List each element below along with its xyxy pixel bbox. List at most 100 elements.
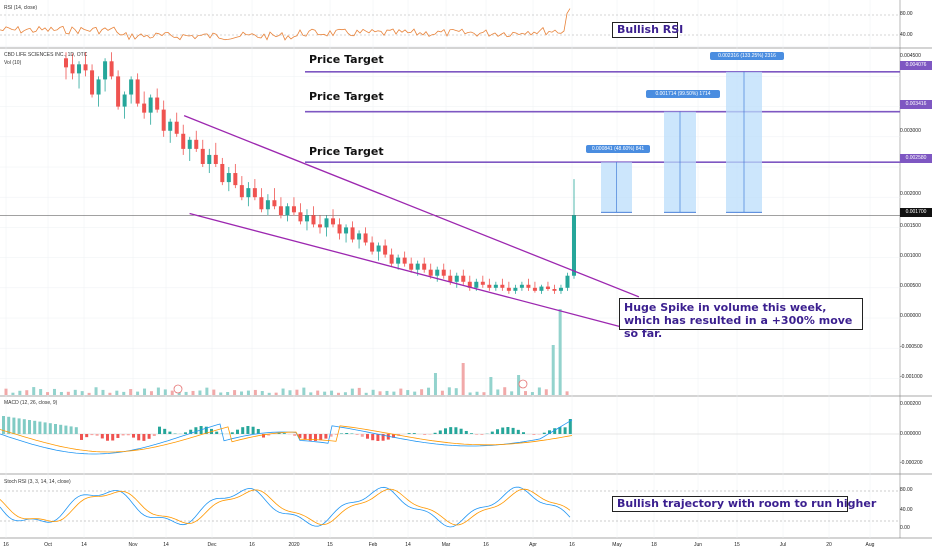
volume-bar [87, 392, 91, 395]
candle-body [513, 287, 518, 291]
macd-histogram-bar [106, 434, 109, 441]
macd-histogram-bar [54, 424, 57, 434]
x-tick: 15 [734, 542, 740, 548]
candle-body [83, 64, 88, 71]
candle-body [174, 121, 179, 134]
candle-body [441, 269, 446, 276]
volume-title: Vol (10) [4, 60, 22, 66]
volume-bar [80, 391, 84, 395]
macd-histogram-bar [74, 427, 78, 434]
macd-histogram-bar [506, 427, 510, 434]
macd-histogram-bar [121, 434, 125, 436]
volume-bar [454, 388, 458, 395]
volume-bar [433, 373, 437, 395]
volume-bar [267, 392, 271, 395]
macd-histogram-bar [444, 428, 447, 434]
macd-histogram-bar [433, 432, 437, 434]
candle-body [474, 281, 479, 288]
current-price-badge: 0.001700 [900, 208, 932, 217]
x-tick: Jul [779, 542, 787, 548]
x-tick: Aug [865, 542, 875, 548]
candle-body [363, 233, 368, 243]
price-tick: 0.003000 [900, 128, 921, 134]
volume-bar [461, 363, 465, 395]
macd-histogram-bar [501, 427, 505, 434]
candle-body [298, 212, 303, 222]
candle-body [454, 275, 459, 282]
macd-histogram-bar [355, 434, 359, 435]
volume-bar [517, 375, 521, 395]
candle-body [233, 173, 238, 186]
volume-bar [184, 391, 188, 395]
candle-body [383, 245, 388, 255]
price-tick: -0.000500 [900, 344, 923, 350]
macd-histogram-bar [189, 429, 193, 434]
macd-histogram-bar [28, 420, 31, 434]
candle-body [194, 139, 199, 149]
macd-histogram-bar [407, 433, 411, 434]
volume-bar [530, 392, 534, 395]
volume-bar [427, 387, 431, 395]
macd-histogram-bar [381, 434, 385, 441]
target-badge-1: 0.002580 [900, 154, 932, 163]
macd-histogram-bar [438, 430, 442, 434]
volume-bar [246, 390, 250, 395]
candle-body [526, 284, 531, 288]
macd-histogram-bar [33, 420, 37, 434]
stoch-title: Stoch RSI (3, 3, 14, 14, close) [4, 479, 71, 485]
candle-body [396, 257, 401, 264]
stoch-k-line [0, 486, 571, 528]
volume-bar [489, 377, 493, 395]
macd-histogram-bar [236, 429, 239, 434]
volume-bar [302, 387, 306, 395]
macd-histogram-bar [168, 431, 172, 434]
x-tick: Nov [128, 542, 138, 548]
macd-histogram-bar [277, 433, 281, 434]
volume-bar [240, 391, 244, 395]
volume-bar [357, 387, 361, 395]
macd-histogram-bar [282, 433, 286, 434]
volume-bar [122, 391, 126, 395]
price-tick: 0.000500 [900, 283, 921, 289]
macd-histogram-bar [553, 428, 557, 434]
volume-bar [4, 388, 8, 395]
candle-body [252, 188, 257, 198]
target-badge-3: 0.004076 [900, 61, 932, 70]
volume-bar [309, 392, 313, 395]
volume-bar [420, 389, 424, 395]
volume-bar [143, 388, 147, 395]
candle-body [311, 215, 316, 225]
candle-body [272, 200, 277, 207]
macd-histogram-bar [563, 427, 567, 434]
candle-body [506, 287, 511, 291]
candle-body [519, 284, 524, 288]
candle-body [324, 218, 329, 228]
macd-histogram-bar [12, 417, 16, 434]
candle-body [487, 284, 492, 288]
macd-histogram-bar [496, 429, 499, 434]
volume-bar [25, 390, 29, 395]
macd-histogram-bar [85, 434, 89, 438]
volume-spike-note: Huge Spike in volume this week, which ha… [619, 298, 863, 340]
candle-body [103, 61, 108, 80]
candle-body [415, 263, 420, 270]
measure-tag-2: 0.001714 (99.50%) 1714 [646, 90, 720, 98]
candle-body [500, 284, 505, 288]
macd-tick: 0.000000 [900, 431, 921, 437]
price-tick: 0.001500 [900, 223, 921, 229]
macd-histogram-bar [298, 434, 302, 438]
x-tick: Feb [368, 542, 378, 548]
price-target-label-1: Price Target [309, 145, 384, 158]
macd-histogram-bar [376, 434, 380, 441]
macd-histogram-bar [194, 427, 198, 434]
macd-histogram-bar [334, 434, 338, 435]
macd-histogram-bar [412, 433, 416, 434]
candle-body [428, 269, 433, 276]
volume-bar [149, 391, 153, 395]
x-tick: 15 [327, 542, 333, 548]
macd-histogram-bar [152, 434, 156, 437]
price-pane [0, 52, 900, 395]
x-tick: Mar [441, 542, 451, 548]
macd-histogram-bar [314, 434, 317, 441]
